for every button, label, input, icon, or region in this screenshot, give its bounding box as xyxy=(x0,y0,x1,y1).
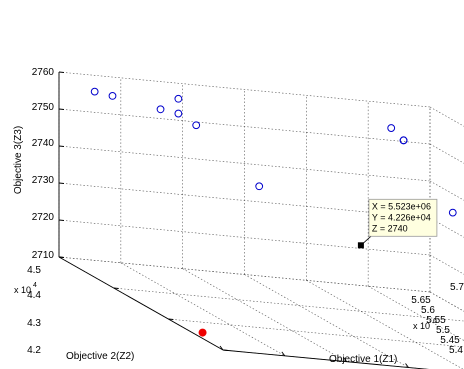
grid-line xyxy=(113,287,464,322)
datatip-y-text: Y = 4.226e+04 xyxy=(372,212,431,222)
grid-line xyxy=(182,268,347,362)
x-axis-label: Objective 1(Z1) xyxy=(329,354,397,365)
z-tick-label: 2750 xyxy=(32,102,55,113)
x-tick-label: 5.7 xyxy=(450,282,464,293)
z-axis-label: Objective 3(Z3) xyxy=(13,126,24,194)
grid-line xyxy=(58,256,431,293)
data-point xyxy=(448,208,457,217)
x-tick-label: 5.6 xyxy=(421,305,435,316)
z-tick-mark xyxy=(58,219,65,221)
z-tick-mark xyxy=(58,182,65,184)
grid-line xyxy=(58,108,431,145)
grid-line xyxy=(58,145,431,182)
data-point xyxy=(399,136,408,145)
grid-line xyxy=(58,182,431,219)
grid-line xyxy=(168,318,464,348)
y-tick-mark xyxy=(222,349,229,351)
y-axis-line xyxy=(58,256,224,351)
datatip[interactable]: X = 5.523e+06 Y = 4.226e+04 Z = 2740 xyxy=(357,198,438,249)
datatip-z-text: Z = 2740 xyxy=(372,223,408,233)
z-tick-label: 2710 xyxy=(32,250,55,261)
data-points xyxy=(90,87,457,337)
x-tick-mark xyxy=(281,351,286,357)
z-tick-mark xyxy=(58,71,65,73)
grid-line xyxy=(120,262,285,357)
y-multiplier-label: x 10 xyxy=(14,285,31,295)
datatip-x-text: X = 5.523e+06 xyxy=(372,201,431,211)
y-axis-label: Objective 2(Z2) xyxy=(66,351,134,362)
data-point xyxy=(156,105,165,114)
y-axis-ticks: 4.2 4.3 4.4 4.5 xyxy=(27,265,41,356)
z-tick-label: 2720 xyxy=(32,212,55,223)
x-tick-label: 5.4 xyxy=(449,345,463,356)
data-point xyxy=(174,109,183,118)
z-tick-label: 2760 xyxy=(32,67,55,78)
axis-box xyxy=(58,71,430,369)
z-tick-label: 2740 xyxy=(32,138,55,149)
z-axis-ticks: 2710 2720 2730 2740 2750 2760 xyxy=(32,67,55,261)
data-point xyxy=(255,182,264,191)
x-multiplier-label: x 10 xyxy=(413,321,430,331)
x-tick-mark xyxy=(343,357,348,362)
x-tick-mark xyxy=(219,345,224,351)
x-exponent-label: 6 xyxy=(433,318,437,325)
z-tick-label: 2730 xyxy=(32,175,55,186)
grid-line xyxy=(58,71,431,108)
z-tick-mark xyxy=(58,145,65,147)
y-tick-label: 4.3 xyxy=(27,318,41,329)
highlight-point xyxy=(198,328,207,337)
data-point xyxy=(387,124,396,132)
data-point xyxy=(192,121,201,130)
x-axis-ticks: 5.4 5.45 5.5 5.55 5.6 5.65 5.7 xyxy=(411,282,464,356)
data-point xyxy=(174,94,183,103)
datatip-marker[interactable] xyxy=(357,242,364,249)
x-tick-label: 5.45 xyxy=(440,335,460,346)
y-tick-label: 4.5 xyxy=(27,265,41,276)
y-axis-multiplier: x 10 4 xyxy=(14,282,37,295)
y-tick-mark xyxy=(168,318,174,320)
data-point xyxy=(90,87,99,96)
y-tick-mark xyxy=(58,256,65,258)
x-tick-label: 5.5 xyxy=(436,325,450,336)
datatip-box xyxy=(368,198,438,237)
y-tick-mark xyxy=(113,287,119,289)
x-tick-label: 5.65 xyxy=(411,295,431,306)
y-exponent-label: 4 xyxy=(33,282,37,289)
grid-line xyxy=(58,219,431,256)
z-tick-mark xyxy=(58,108,65,110)
y-tick-label: 4.4 xyxy=(27,290,41,301)
x-tick-mark xyxy=(405,363,409,368)
x-tick-label: 5.55 xyxy=(426,315,446,326)
x-axis-multiplier: x 10 6 xyxy=(413,318,437,331)
y-tick-label: 4.2 xyxy=(27,345,41,356)
data-point xyxy=(108,92,117,100)
grid-line xyxy=(429,106,464,127)
